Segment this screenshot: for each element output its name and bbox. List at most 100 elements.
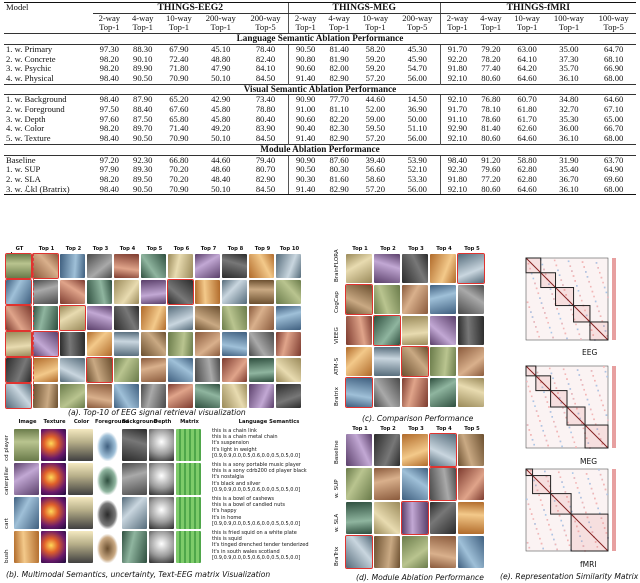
matrix-speckle (592, 334, 595, 336)
colorbar (612, 366, 616, 448)
retrieved-image (141, 254, 166, 278)
matrix-speckle (540, 302, 543, 304)
matrix-speckle (560, 519, 563, 522)
matrix-speckle (571, 270, 573, 272)
table-cell: 87.60 (329, 154, 349, 165)
matrix-block (550, 390, 568, 408)
matrix-speckle (576, 407, 578, 410)
retrieved-image (87, 384, 112, 408)
matrix-speckle (603, 286, 606, 289)
column-header: Background (122, 419, 157, 425)
matrix-speckle (557, 269, 559, 272)
retrieved-image (195, 332, 220, 356)
table-cell: 58.60 (365, 173, 385, 184)
retrieved-image (430, 536, 456, 568)
table-cell: 48.60 (211, 164, 231, 175)
texture-map (41, 497, 66, 529)
table-cell: 90.50 (287, 165, 323, 175)
semantic-line: this is a chain link (212, 428, 257, 434)
semantic-line: It's in home (212, 514, 242, 521)
table-cell: 82.90 (255, 173, 276, 184)
matrix-speckle (553, 538, 555, 541)
matrix-block (566, 406, 586, 426)
matrix-speckle (573, 477, 576, 479)
retrieved-image (345, 284, 373, 315)
matrix-speckle (543, 268, 545, 271)
matrix-speckle (554, 425, 557, 428)
semantic-line: [0.9,0.9,0.0,0.5,0.6,0.0,0.5,0.5,0.0] (212, 452, 301, 459)
matrix-speckle (559, 476, 562, 478)
retrieved-image (402, 316, 428, 345)
retrieved-image (458, 468, 484, 500)
matrix-speckle (580, 299, 583, 302)
matrix-speckle (562, 368, 565, 371)
retrieved-image (276, 306, 301, 330)
matrix-speckle (529, 267, 531, 270)
matrix-speckle (566, 337, 568, 340)
matrix-speckle (544, 434, 546, 437)
matrix-speckle (603, 527, 606, 529)
matrix-speckle (583, 388, 585, 391)
retrieved-image (195, 358, 220, 382)
column-header: Top 3 (408, 246, 424, 252)
matrix-speckle (536, 330, 539, 333)
matrix-speckle (572, 275, 575, 277)
column-header: Top 2 (65, 246, 82, 252)
retrieved-image (33, 306, 58, 330)
matrix-speckle (557, 435, 560, 438)
retrieved-image (141, 384, 166, 408)
matrix-speckle (605, 291, 608, 294)
table-cell: 98.20 (99, 123, 119, 134)
matrix-speckle (538, 376, 540, 379)
table-cell: 84.50 (243, 184, 289, 196)
matrix-speckle (561, 322, 563, 325)
matrix-speckle (582, 427, 585, 430)
retrieved-image (345, 535, 373, 569)
retrieved-image (374, 347, 400, 376)
retrieved-image (458, 502, 484, 534)
table-cell: 97.60 (99, 113, 119, 124)
matrix-speckle (592, 375, 595, 377)
table-cell: 81.40 (329, 43, 349, 54)
way-header: 200-way (402, 12, 433, 23)
matrix-speckle (585, 437, 588, 439)
retrieved-image (346, 468, 372, 500)
retrieved-image (402, 378, 428, 407)
matrix-speckle (556, 548, 558, 551)
matrix-block (532, 475, 552, 495)
row-label: 3. w. Psychic (6, 63, 52, 74)
matrix-speckle (551, 416, 554, 418)
row-label: 2. w. Foreground (6, 104, 65, 115)
table-cell: 98.40 (99, 72, 119, 83)
retrieved-image (114, 332, 139, 356)
way-header: 4-way (328, 12, 350, 23)
label-eeg: EEG (582, 348, 598, 357)
matrix-speckle (587, 442, 590, 444)
matrix-speckle (533, 479, 535, 482)
table-cell: 82.90 (329, 72, 349, 83)
retrieved-image (60, 384, 85, 408)
table-cell: 68.10 (603, 53, 624, 64)
table-cell: 82.90 (329, 133, 349, 144)
retrieved-image (346, 502, 372, 534)
way-header: 2-way (287, 13, 323, 24)
matrix-speckle (575, 446, 577, 448)
matrix-speckle (567, 539, 569, 542)
table-cell: 89.70 (133, 123, 153, 134)
retrieved-image (33, 280, 58, 304)
matrix-speckle (566, 496, 568, 498)
table-row: 1. w. Primary 97.30 88.30 67.90 45.10 78.40 90… (4, 43, 636, 55)
retrieved-image (276, 384, 301, 408)
matrix-speckle (542, 429, 544, 432)
table-cell: 44.60 (365, 94, 385, 105)
table-cell: 62.80 (517, 164, 537, 175)
table-cell: 50.10 (198, 184, 244, 196)
matrix-speckle (532, 277, 535, 280)
matrix-speckle (577, 289, 580, 292)
retrieved-image (114, 280, 139, 304)
retrieved-image (402, 285, 428, 314)
table-cell: 70.20 (169, 164, 189, 175)
retrieved-image (195, 384, 220, 408)
matrix-speckle (545, 475, 548, 478)
matrix-speckle (580, 338, 582, 340)
